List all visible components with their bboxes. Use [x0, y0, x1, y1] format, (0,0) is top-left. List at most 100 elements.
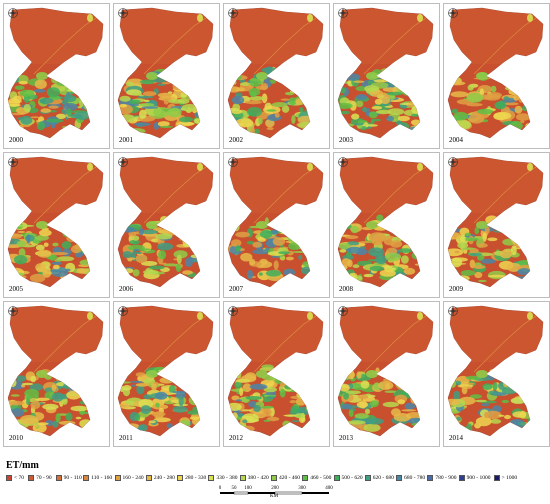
- legend-item: 90 - 110: [55, 473, 82, 482]
- north-arrow-icon: [7, 156, 19, 168]
- north-arrow-icon: [337, 156, 349, 168]
- legend-item: 780 - 900: [427, 473, 456, 482]
- year-label: 2003: [339, 136, 353, 144]
- legend-swatch: [83, 474, 90, 481]
- legend-item: 620 - 680: [364, 473, 394, 482]
- year-label: 2006: [119, 285, 133, 293]
- map-panel: 2012: [223, 301, 330, 447]
- legend-item: 420 - 460: [270, 473, 301, 482]
- legend-label: 280 - 330: [185, 474, 207, 481]
- legend-label: 780 - 900: [435, 474, 457, 481]
- legend-item: 160 - 240: [114, 473, 144, 482]
- legend-label: 420 - 460: [278, 474, 301, 481]
- legend-label: 90 - 110: [63, 474, 82, 481]
- legend-label: < 70: [14, 474, 24, 481]
- scale-tick-label: 50: [231, 486, 237, 491]
- north-arrow-icon: [227, 156, 239, 168]
- legend-item: 280 - 330: [177, 473, 206, 482]
- region-map: [337, 7, 434, 139]
- scale-tick-label: 100: [244, 486, 252, 491]
- legend-label: 330 - 380: [216, 474, 238, 481]
- map-panel: 2007: [223, 152, 330, 298]
- legend-swatch: [493, 474, 500, 481]
- region-map: [337, 156, 434, 288]
- year-label: 2011: [119, 434, 133, 442]
- region-map: [227, 7, 324, 139]
- legend-label: 70 - 90: [36, 474, 52, 481]
- north-arrow-icon: [447, 7, 459, 19]
- region-map: [447, 305, 544, 437]
- map-panel: 2006: [113, 152, 220, 298]
- scale-tick-label: 0: [218, 486, 222, 491]
- legend-swatch: [208, 474, 215, 481]
- year-label: 2001: [119, 136, 133, 144]
- map-panel: 2013: [333, 301, 440, 447]
- legend-label: 500 - 620: [341, 474, 363, 481]
- year-label: 2000: [9, 136, 23, 144]
- legend-item: 460 - 500: [302, 473, 331, 482]
- region-map: [117, 7, 214, 139]
- legend-label: 160 - 240: [122, 474, 144, 481]
- legend-label: 680 - 780: [404, 474, 426, 481]
- year-label: 2012: [229, 434, 243, 442]
- legend-label: 620 - 680: [372, 474, 394, 481]
- scale-bar-graphic: [220, 491, 329, 495]
- north-arrow-icon: [7, 305, 19, 317]
- north-arrow-icon: [117, 156, 129, 168]
- year-label: 2005: [9, 285, 23, 293]
- north-arrow-icon: [227, 7, 239, 19]
- legend-item: 330 - 380: [208, 473, 237, 482]
- legend-label: 900 - 1000: [466, 474, 491, 481]
- legend-swatch: [302, 474, 309, 481]
- year-label: 2007: [229, 285, 243, 293]
- map-panel: 2008: [333, 152, 440, 298]
- region-map: [337, 305, 434, 437]
- year-label: 2008: [339, 285, 353, 293]
- scale-tick-label: 400: [325, 486, 333, 491]
- legend-swatch: [145, 474, 152, 481]
- region-map: [447, 156, 544, 288]
- legend-swatch: [396, 474, 403, 481]
- legend-label: 460 - 500: [310, 474, 332, 481]
- legend-swatch: [177, 474, 184, 481]
- year-label: 2002: [229, 136, 243, 144]
- region-map: [227, 305, 324, 437]
- year-label: 2004: [449, 136, 463, 144]
- legend-item: 70 - 90: [28, 473, 52, 482]
- legend-swatch: [114, 474, 121, 481]
- legend-item: 380 - 420: [239, 473, 269, 482]
- year-label: 2010: [9, 434, 23, 442]
- legend-item: > 1000: [493, 473, 518, 482]
- legend-swatch: [364, 474, 371, 481]
- legend-item: 110 - 160: [83, 473, 112, 482]
- map-panel: 2014: [443, 301, 550, 447]
- north-arrow-icon: [447, 156, 459, 168]
- region-map: [117, 156, 214, 288]
- legend-swatch: [28, 474, 35, 481]
- map-panel: 2010: [3, 301, 110, 447]
- region-map: [7, 305, 104, 437]
- scale-segment: [302, 492, 329, 494]
- legend-label: > 1000: [501, 474, 518, 481]
- north-arrow-icon: [117, 7, 129, 19]
- legend-swatch: [55, 474, 62, 481]
- map-panel: 2009: [443, 152, 550, 298]
- legend-title: ET/mm: [6, 460, 39, 471]
- scale-bar: 0 50 100 200 300 400 KM: [218, 486, 333, 499]
- map-panel: 2001: [113, 3, 220, 149]
- north-arrow-icon: [337, 305, 349, 317]
- legend-item: < 70: [6, 473, 24, 482]
- legend-item: 240 - 280: [145, 473, 175, 482]
- region-map: [7, 156, 104, 288]
- region-map: [117, 305, 214, 437]
- legend: ET/mm < 70 70 - 90 90 - 110 110 - 160 160 - …: [0, 446, 550, 499]
- scale-segment: [220, 492, 234, 494]
- north-arrow-icon: [7, 7, 19, 19]
- legend-item: 500 - 620: [333, 473, 363, 482]
- map-panel: 2005: [3, 152, 110, 298]
- map-panel: 2000: [3, 3, 110, 149]
- region-map: [7, 7, 104, 139]
- legend-swatch: [427, 474, 434, 481]
- map-grid: 2000 2001: [3, 3, 550, 447]
- legend-swatch: [458, 474, 465, 481]
